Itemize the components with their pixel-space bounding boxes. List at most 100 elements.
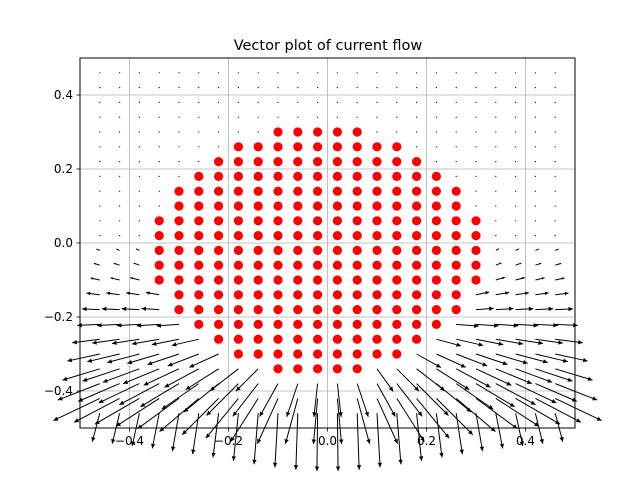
red-marker	[372, 349, 382, 359]
vector-arrow	[277, 101, 279, 103]
red-marker	[293, 275, 303, 285]
y-tick-label: −0.2	[44, 310, 73, 324]
vector-arrow	[495, 353, 528, 364]
vector-arrow	[336, 72, 338, 74]
vector-arrow	[534, 116, 537, 118]
vector-arrow	[495, 175, 497, 177]
vector-arrow-head	[499, 443, 504, 449]
red-marker	[273, 171, 283, 181]
vector-arrow-head	[338, 412, 343, 417]
red-marker	[273, 305, 283, 315]
red-marker	[273, 245, 283, 255]
red-marker	[194, 275, 204, 285]
y-tick-label: −0.4	[44, 384, 73, 398]
red-marker	[451, 260, 461, 270]
vector-arrow	[515, 161, 517, 163]
vector-arrow-head	[539, 263, 542, 265]
red-marker	[154, 275, 164, 285]
vector-arrow	[396, 368, 420, 392]
vector-arrow	[475, 101, 477, 103]
vector-arrow	[376, 398, 399, 444]
vector-arrow	[455, 72, 457, 74]
vector-arrow	[138, 101, 140, 103]
vector-arrow	[257, 87, 259, 89]
vector-arrow-head	[468, 430, 473, 435]
vector-arrow-head	[314, 466, 320, 472]
vector-arrow	[138, 190, 140, 192]
red-marker	[293, 171, 303, 181]
vector-arrow	[356, 72, 358, 74]
vector-arrow-head	[391, 411, 396, 417]
vector-arrow	[534, 190, 537, 192]
vector-arrow-head	[121, 306, 127, 312]
red-marker	[431, 290, 441, 300]
red-marker	[233, 201, 243, 211]
vector-arrow-head	[116, 323, 122, 328]
vector-arrow	[147, 353, 180, 365]
vector-arrow-head	[557, 248, 559, 250]
red-marker	[332, 245, 342, 255]
vector-arrow	[515, 101, 517, 103]
vector-arrow	[435, 87, 437, 89]
x-tick-label: 0.0	[318, 434, 337, 448]
vector-arrow	[178, 161, 180, 163]
vector-arrow	[206, 383, 239, 416]
vector-arrow	[436, 353, 466, 368]
vector-arrow-head	[191, 449, 196, 455]
vector-arrow	[119, 190, 121, 192]
vector-arrow	[435, 72, 437, 74]
vector-arrow-head	[388, 386, 394, 392]
vector-arrow	[376, 383, 396, 417]
red-marker	[332, 319, 342, 329]
vector-arrow-head	[547, 378, 553, 383]
red-marker	[233, 231, 243, 241]
red-marker	[332, 201, 342, 211]
red-marker	[372, 171, 382, 181]
vector-arrow	[336, 116, 338, 118]
red-marker	[352, 245, 362, 255]
vector-arrow	[535, 338, 563, 344]
vector-arrow-head	[513, 323, 519, 328]
vector-arrow-head	[439, 452, 444, 458]
vector-arrow-head	[539, 438, 544, 444]
vector-arrow	[515, 190, 517, 192]
red-marker	[233, 334, 243, 344]
vector-arrow	[115, 397, 160, 427]
vector-arrow	[534, 131, 537, 133]
vector-arrow	[72, 338, 100, 344]
vector-arrow-head	[111, 438, 116, 444]
red-marker	[273, 334, 283, 344]
vector-arrow-head	[311, 439, 317, 444]
red-marker	[451, 275, 461, 285]
red-marker	[332, 349, 342, 359]
vector-arrow-head	[143, 381, 149, 386]
vector-arrow	[336, 87, 338, 89]
vector-arrow-head	[561, 277, 565, 280]
vector-arrow-head	[272, 462, 278, 468]
vector-arrow	[297, 87, 299, 89]
vector-arrow-head	[74, 418, 80, 423]
vector-arrow	[455, 368, 491, 388]
vector-arrow-head	[130, 277, 134, 280]
vector-arrow	[312, 398, 319, 445]
vector-arrow	[475, 338, 504, 346]
red-marker	[392, 171, 402, 181]
red-marker	[214, 290, 224, 300]
vector-arrow-head	[534, 422, 539, 427]
vector-arrow	[82, 368, 120, 382]
vector-arrow-head	[98, 399, 104, 403]
red-marker	[154, 216, 164, 226]
vector-arrow	[436, 368, 470, 391]
vector-arrow-head	[393, 438, 398, 444]
red-marker	[431, 275, 441, 285]
vector-arrow	[218, 131, 220, 133]
vector-arrow	[143, 368, 180, 386]
red-marker	[293, 216, 303, 226]
vector-arrow	[455, 101, 457, 103]
vector-arrow-head	[420, 436, 425, 442]
vector-arrow-head	[564, 291, 569, 296]
vector-arrow	[396, 398, 425, 443]
vector-arrow-head	[67, 357, 73, 363]
vector-arrow	[554, 190, 556, 192]
vector-arrow	[212, 413, 220, 458]
